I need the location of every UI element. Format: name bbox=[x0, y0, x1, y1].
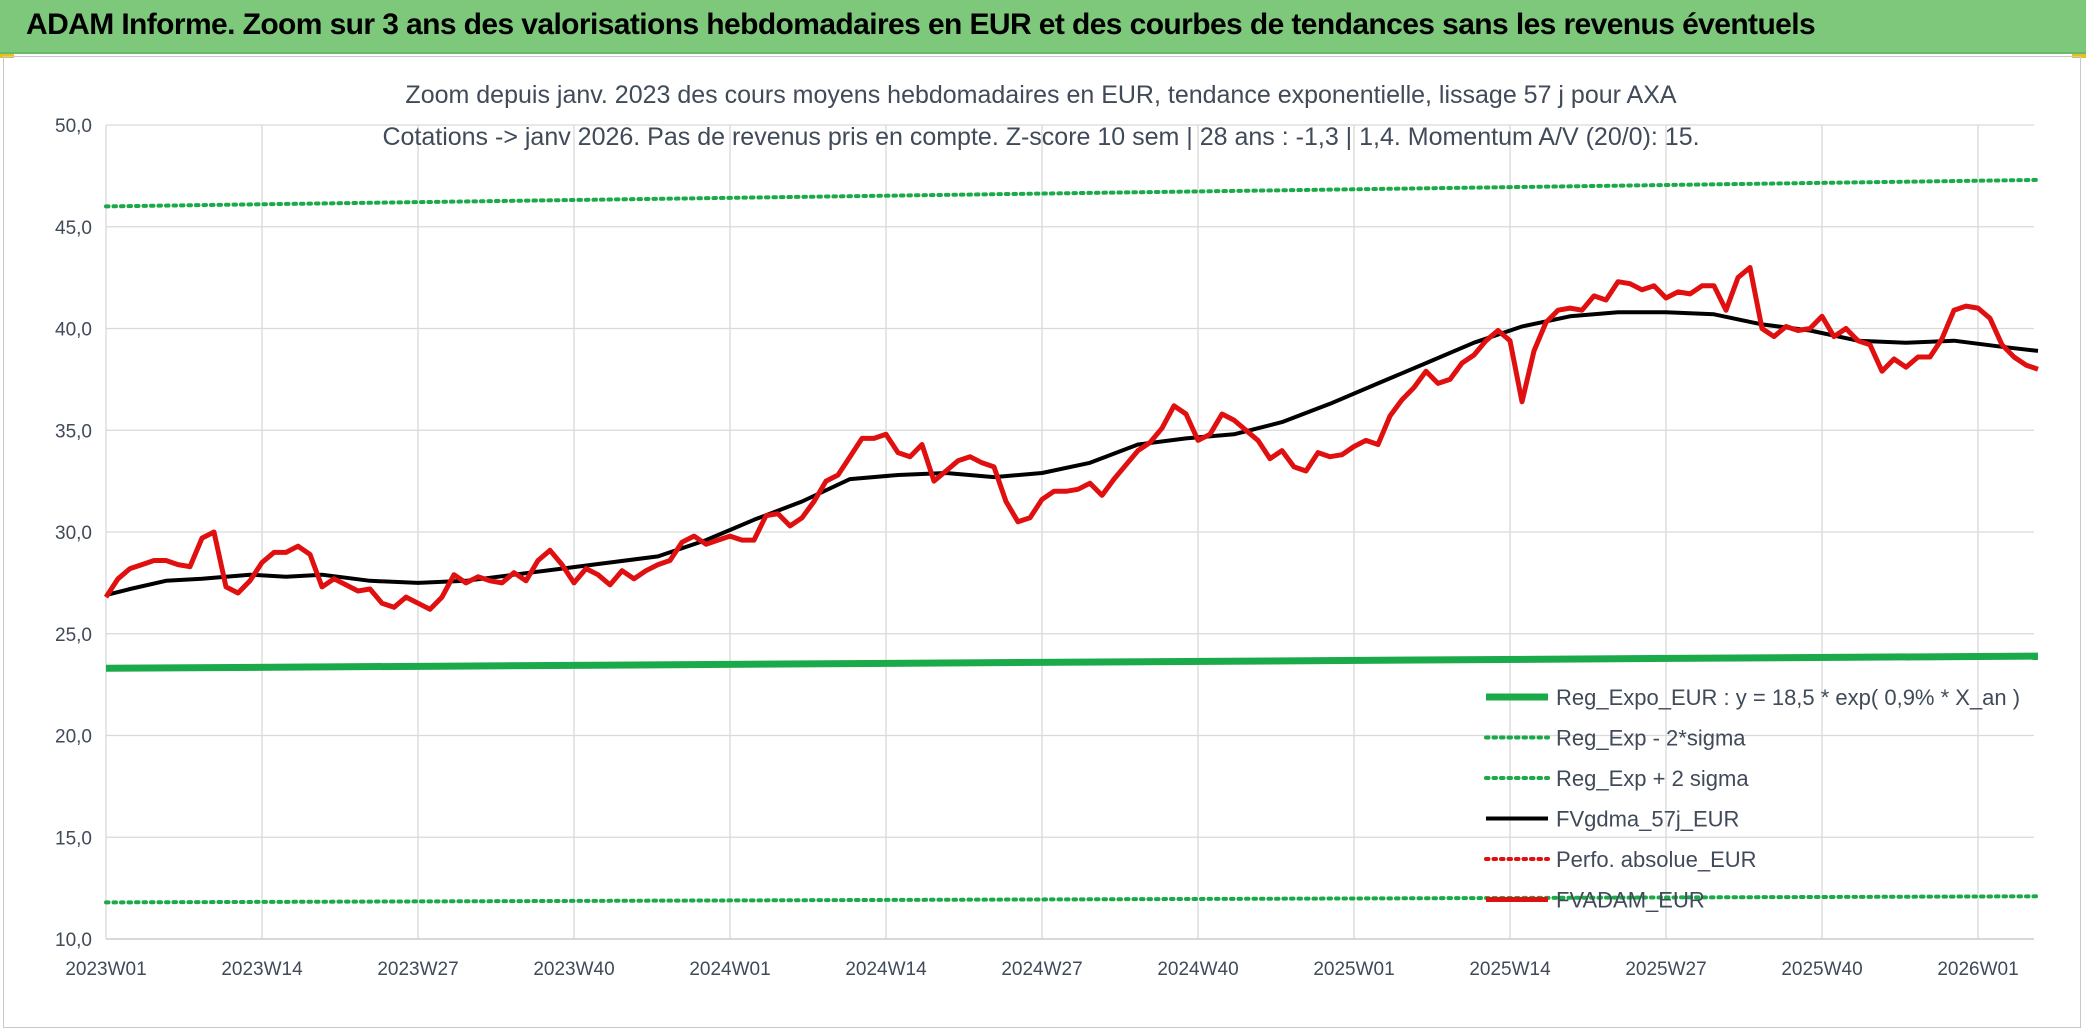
legend-label: FVgdma_57j_EUR bbox=[1556, 807, 1739, 832]
x-tick-label: 2024W14 bbox=[845, 959, 927, 980]
legend-label: Reg_Exp - 2*sigma bbox=[1556, 726, 1746, 751]
y-tick-label: 10,0 bbox=[55, 930, 92, 951]
x-tick-label: 2023W27 bbox=[377, 959, 458, 980]
series-line-1 bbox=[104, 894, 2040, 905]
x-tick-label: 2025W01 bbox=[1313, 959, 1394, 980]
x-tick-label: 2025W40 bbox=[1781, 959, 1862, 980]
y-tick-label: 20,0 bbox=[55, 727, 92, 748]
report-header: ADAM Informe. Zoom sur 3 ans des valoris… bbox=[0, 0, 2086, 54]
series-line-5 bbox=[103, 265, 2039, 612]
y-tick-label: 35,0 bbox=[55, 421, 92, 442]
series-line-0 bbox=[105, 652, 2039, 672]
chart: 10,0 15,0 20,0 25,0 30,0 35,0 40,0 45,0 50,0 2023… bbox=[55, 81, 2040, 980]
legend-label: FVADAM_EUR bbox=[1556, 888, 1705, 913]
x-tick-label: 2023W01 bbox=[65, 959, 146, 980]
legend-label: Reg_Expo_EUR : y = 18,5 * exp( 0,9% * X_… bbox=[1556, 685, 2020, 710]
y-tick-label: 30,0 bbox=[55, 523, 92, 544]
y-tick-label: 50,0 bbox=[55, 116, 92, 137]
x-tick-label: 2024W40 bbox=[1157, 959, 1238, 980]
series-line-2 bbox=[104, 177, 2040, 209]
series-layer bbox=[103, 177, 2040, 905]
axes: 10,0 15,0 20,0 25,0 30,0 35,0 40,0 45,0 50,0 2023… bbox=[55, 116, 2034, 980]
chart-subtitle: Cotations -> janv 2026. Pas de revenus p… bbox=[382, 123, 1699, 151]
chart-frame: 10,0 15,0 20,0 25,0 30,0 35,0 40,0 45,0 50,0 2023… bbox=[3, 56, 2081, 1028]
report-title: ADAM Informe. Zoom sur 3 ans des valoris… bbox=[26, 8, 1816, 41]
x-tick-label: 2023W14 bbox=[221, 959, 303, 980]
y-tick-label: 45,0 bbox=[55, 218, 92, 239]
chart-title: Zoom depuis janv. 2023 des cours moyens … bbox=[405, 81, 1676, 109]
x-tick-label: 2025W14 bbox=[1469, 959, 1551, 980]
series-line-3 bbox=[105, 310, 2039, 598]
x-tick-label: 2024W27 bbox=[1001, 959, 1082, 980]
grid bbox=[105, 124, 2034, 940]
legend-label: Reg_Exp + 2 sigma bbox=[1556, 766, 1749, 791]
x-tick-label: 2026W01 bbox=[1937, 959, 2018, 980]
x-tick-label: 2023W40 bbox=[533, 959, 614, 980]
legend: Reg_Expo_EUR : y = 18,5 * exp( 0,9% * X_… bbox=[1484, 685, 2020, 913]
x-tick-label: 2024W01 bbox=[689, 959, 770, 980]
x-tick-label: 2025W27 bbox=[1625, 959, 1706, 980]
y-tick-label: 15,0 bbox=[55, 828, 92, 849]
legend-label: Perfo. absolue_EUR bbox=[1556, 847, 1757, 872]
y-tick-label: 25,0 bbox=[55, 625, 92, 646]
y-tick-label: 40,0 bbox=[55, 320, 92, 341]
